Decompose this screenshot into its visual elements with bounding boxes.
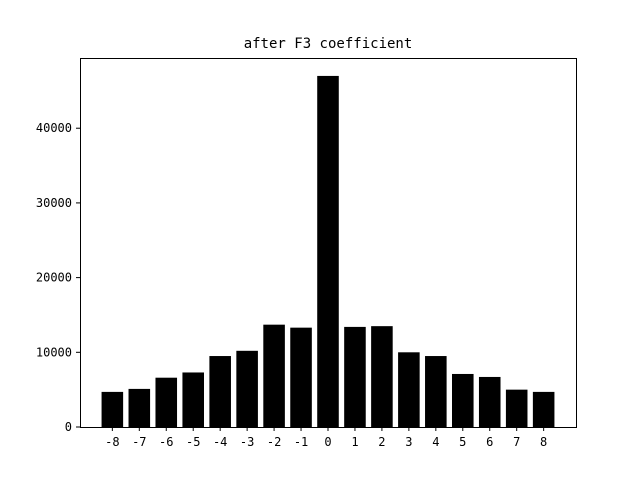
y-tick-label: 10000	[36, 345, 72, 359]
bar-3	[398, 352, 420, 427]
x-tick-label: -5	[186, 435, 200, 449]
x-tick-label: 3	[405, 435, 412, 449]
x-tick-label: 7	[513, 435, 520, 449]
chart-title: after F3 coefficient	[244, 36, 413, 52]
bar--5	[182, 372, 204, 427]
y-tick-label: 30000	[36, 196, 72, 210]
x-tick-label: 6	[486, 435, 493, 449]
x-axis: -8 -7 -6 -5 -4 -3 -2 -1 0 1 2 3 4 5 6 7 8	[105, 427, 547, 449]
x-tick-label: 0	[324, 435, 331, 449]
y-tick-label: 0	[65, 420, 72, 434]
bar--4	[209, 356, 231, 427]
bars-group	[101, 75, 555, 427]
plot-frame	[80, 58, 577, 428]
x-tick-label: 5	[459, 435, 466, 449]
bar-1	[344, 326, 366, 427]
bar--2	[263, 324, 285, 427]
x-tick-label: 2	[378, 435, 385, 449]
x-tick-label: 8	[540, 435, 547, 449]
x-tick-label: 1	[351, 435, 358, 449]
bar--1	[290, 327, 312, 427]
x-tick-label: -8	[105, 435, 119, 449]
x-tick-label: -6	[159, 435, 173, 449]
y-tick-label: 40000	[36, 121, 72, 135]
bar--3	[236, 350, 258, 427]
bar-5	[452, 373, 474, 427]
x-tick-label: 4	[432, 435, 439, 449]
bar-2	[371, 326, 393, 427]
x-tick-label: -2	[267, 435, 281, 449]
y-tick-label: 20000	[36, 271, 72, 285]
x-tick-label: -4	[213, 435, 227, 449]
bar-4	[425, 356, 447, 427]
x-tick-label: -3	[240, 435, 254, 449]
x-tick-label: -7	[132, 435, 146, 449]
x-tick-label: -1	[294, 435, 308, 449]
bar-7	[505, 389, 528, 427]
bar--8	[101, 391, 124, 427]
y-axis: 0 10000 20000 30000 40000	[36, 121, 80, 434]
bar-6	[478, 376, 501, 427]
bar--7	[128, 388, 151, 427]
bar--6	[155, 377, 178, 427]
bar-0	[317, 75, 339, 427]
bar-8	[532, 391, 555, 427]
